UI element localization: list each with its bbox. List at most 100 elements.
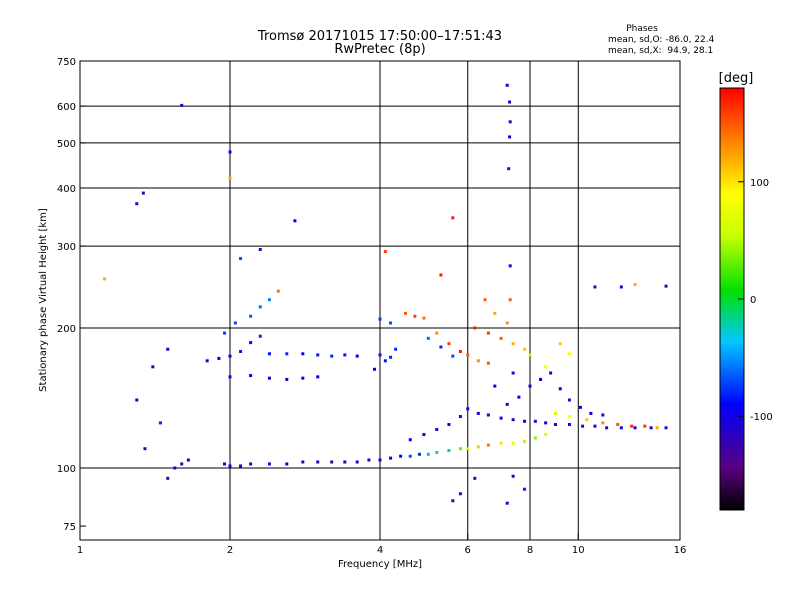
x-tick-label: 6 [465, 545, 471, 556]
data-point [553, 423, 557, 427]
data-point [581, 424, 585, 428]
data-point [439, 345, 443, 349]
data-point [544, 433, 548, 437]
data-point [505, 321, 509, 325]
data-point [476, 411, 480, 415]
data-point [267, 298, 271, 302]
data-point [285, 377, 289, 381]
data-point [508, 100, 512, 104]
data-point [447, 342, 451, 346]
data-point [389, 456, 393, 460]
data-point [258, 247, 262, 251]
data-point [451, 499, 455, 503]
data-point [330, 460, 334, 464]
data-point [166, 347, 170, 351]
data-point [458, 492, 462, 496]
data-point [135, 398, 139, 402]
data-point [223, 331, 227, 335]
data-point [285, 352, 289, 356]
data-point [508, 264, 512, 268]
colorbar-tick-label: 0 [750, 295, 756, 306]
data-point [258, 305, 262, 309]
data-point [417, 452, 421, 456]
data-point [643, 424, 647, 428]
data-point [399, 454, 403, 458]
stats-line-x: mean, sd,X: 94.9, 28.1 [608, 46, 713, 56]
data-point [593, 285, 597, 289]
data-point [483, 298, 487, 302]
data-point [523, 347, 527, 351]
data-point [355, 460, 359, 464]
data-point [249, 341, 253, 345]
data-point [239, 257, 243, 261]
data-point [499, 336, 503, 340]
data-point [473, 476, 477, 480]
data-point [505, 402, 509, 406]
data-point [458, 349, 462, 353]
data-point [578, 405, 582, 409]
y-tick-label: 75 [63, 522, 76, 533]
y-axis-ticks: 75 100 200 300 400 500 600 750 [57, 57, 86, 533]
data-point [267, 376, 271, 380]
x-tick-label: 16 [674, 545, 687, 556]
stats-line-o: mean, sd,O: -86.0, 22.4 [608, 35, 715, 45]
data-point [135, 202, 139, 206]
data-point [186, 458, 190, 462]
data-point [511, 441, 515, 445]
data-point [486, 413, 490, 417]
data-point [408, 454, 412, 458]
data-point [523, 487, 527, 491]
data-point [276, 289, 280, 293]
data-point [228, 176, 232, 180]
data-point [249, 462, 253, 466]
data-point [233, 321, 237, 325]
data-point [403, 311, 407, 315]
data-point [435, 427, 439, 431]
x-tick-label: 10 [572, 545, 585, 556]
data-point [413, 314, 417, 318]
y-tick-label: 750 [57, 57, 76, 68]
data-point [601, 413, 605, 417]
data-point [301, 460, 305, 464]
colorbar-tick-label: 100 [750, 178, 769, 189]
data-point [655, 426, 659, 430]
data-point [422, 316, 426, 320]
x-axis-ticks: 1 2 4 6 8 10 16 [77, 534, 687, 556]
data-point [528, 353, 532, 357]
chart-subtitle: RwPretec (8p) [334, 42, 425, 57]
data-point [486, 361, 490, 365]
data-point [143, 447, 147, 451]
data-point [435, 331, 439, 335]
data-point [544, 421, 548, 425]
data-point [619, 285, 623, 289]
data-point [511, 418, 515, 422]
data-point [343, 460, 347, 464]
y-tick-label: 200 [57, 324, 76, 335]
data-point [239, 464, 243, 468]
data-point [505, 83, 509, 87]
data-point [239, 349, 243, 353]
colorbar-tick-label: -100 [750, 412, 773, 423]
data-point [408, 438, 412, 442]
y-tick-label: 600 [57, 102, 76, 113]
data-point [267, 462, 271, 466]
data-point [180, 103, 184, 107]
data-point [435, 450, 439, 454]
data-point [173, 466, 177, 470]
data-point [330, 354, 334, 358]
data-point [528, 384, 532, 388]
data-point [378, 317, 382, 321]
gridlines [80, 61, 680, 540]
data-point [451, 354, 455, 358]
data-point [141, 191, 145, 195]
data-point [378, 458, 382, 462]
data-point [544, 365, 548, 369]
data-point [493, 311, 497, 315]
data-point [585, 418, 589, 422]
data-point [458, 415, 462, 419]
data-point [508, 298, 512, 302]
data-point [476, 359, 480, 363]
data-point [558, 387, 562, 391]
data-point [228, 150, 232, 154]
